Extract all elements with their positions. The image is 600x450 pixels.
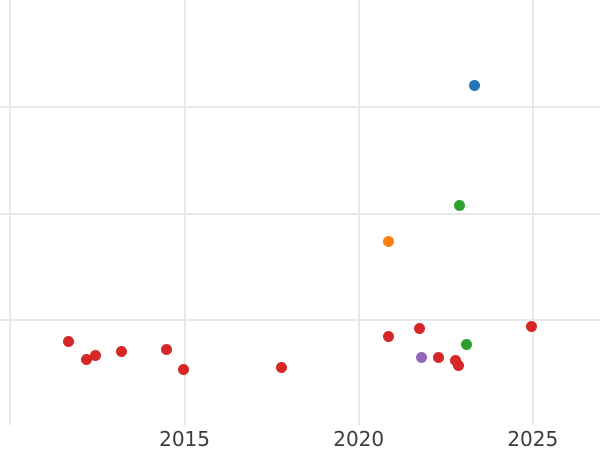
data-point-red: [276, 361, 288, 373]
plot-area: [0, 0, 600, 425]
x-tick-label: 2015: [159, 427, 210, 450]
x-gridline: [357, 0, 360, 425]
data-point-orange: [383, 235, 395, 247]
y-gridline: [0, 212, 600, 215]
data-point-red: [414, 323, 426, 335]
y-gridline: [0, 105, 600, 108]
x-tick-label: 2020: [333, 427, 385, 450]
data-point-green: [454, 199, 466, 211]
data-point-red: [432, 352, 444, 364]
y-gridline: [0, 319, 600, 322]
data-point-blue: [469, 79, 481, 91]
x-gridline: [531, 0, 534, 425]
data-point-red: [453, 359, 465, 371]
data-point-red: [525, 321, 537, 333]
data-point-red: [81, 354, 93, 366]
data-point-red: [115, 345, 127, 357]
data-point-red: [160, 343, 172, 355]
data-point-red: [63, 336, 75, 348]
x-tick-label: 2025: [507, 427, 559, 450]
x-axis: 2015 2020 2025: [0, 425, 600, 450]
data-point-green: [460, 339, 472, 351]
data-point-purple: [415, 352, 427, 364]
data-point-red: [177, 363, 189, 375]
data-point-red: [89, 350, 101, 362]
x-gridline: [9, 0, 12, 425]
data-point-red: [383, 330, 395, 342]
x-gridline: [183, 0, 186, 425]
